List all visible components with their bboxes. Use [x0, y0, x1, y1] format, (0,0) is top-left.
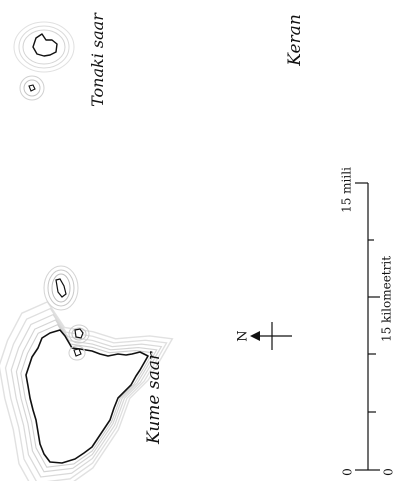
scale-bar	[355, 182, 380, 471]
north-arrow: N	[236, 322, 292, 350]
kume-north-islet	[43, 265, 79, 311]
kume-island-label: Kume saar	[144, 351, 164, 445]
scale-km-zero: 0	[382, 468, 394, 476]
kume-island-outline	[25, 329, 149, 464]
kerama-label-partial: Keran	[285, 14, 305, 67]
tonaki-island-group: Tonaki saar	[13, 12, 107, 107]
tonaki-island-outline	[32, 33, 58, 57]
north-arrow-head-icon	[250, 331, 260, 341]
scale-km-label: 15 kilomeetrit	[380, 256, 394, 342]
tonaki-halo	[13, 21, 75, 73]
tonaki-south-islet	[19, 75, 45, 101]
kume-east-islet	[68, 324, 90, 344]
kume-tiny-islet	[68, 345, 86, 361]
kume-island-group: Kume saar	[0, 265, 174, 481]
north-letter: N	[236, 330, 251, 341]
scale-miles-label: 15 miili	[340, 167, 354, 213]
scale-miles-zero: 0	[341, 468, 355, 476]
tonaki-island-label: Tonaki saar	[88, 12, 107, 107]
